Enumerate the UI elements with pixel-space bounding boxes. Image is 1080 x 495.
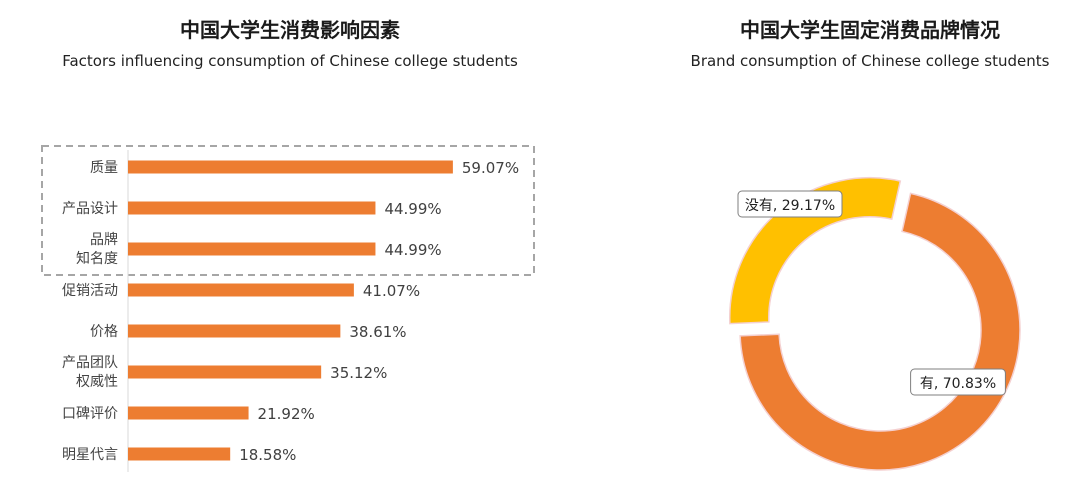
data-label-box bbox=[910, 368, 1006, 396]
bar-chart-panel: 中国大学生消费影响因素 Factors influencing consumpt… bbox=[41, 18, 535, 472]
value-label: 44.99% bbox=[384, 241, 441, 259]
bar bbox=[128, 447, 231, 461]
category-label: 促销活动 bbox=[62, 283, 118, 299]
bar bbox=[128, 201, 376, 215]
bar bbox=[128, 160, 453, 174]
value-label: 18.58% bbox=[239, 446, 296, 464]
value-label: 59.07% bbox=[462, 159, 519, 177]
category-label: 品牌知名度 bbox=[76, 231, 118, 267]
slice-you bbox=[739, 192, 1021, 471]
data-label-box bbox=[737, 190, 843, 218]
category-label: 价格 bbox=[90, 324, 118, 340]
category-label: 口碑评价 bbox=[62, 406, 118, 422]
bar bbox=[128, 324, 341, 338]
category-label: 质量 bbox=[90, 160, 118, 176]
value-label: 35.12% bbox=[330, 364, 387, 382]
donut-chart: 有, 70.83% 没有, 29.17% bbox=[729, 176, 1021, 471]
data-label: 有, 70.83% bbox=[920, 376, 996, 392]
value-label: 21.92% bbox=[258, 405, 315, 423]
bar-chart-title: 中国大学生消费影响因素 bbox=[180, 18, 400, 42]
bar bbox=[128, 283, 354, 297]
value-label: 41.07% bbox=[363, 282, 420, 300]
donut-chart-subtitle: Brand consumption of Chinese college stu… bbox=[690, 52, 1050, 70]
bar bbox=[128, 406, 249, 420]
bar-chart: 质量 59.07% 产品设计 44.99% 品牌知名度 44.99% 促销活动 41.07% 价… bbox=[41, 145, 535, 472]
donut-chart-title: 中国大学生固定消费品牌情况 bbox=[740, 18, 1000, 42]
bar bbox=[128, 365, 322, 379]
slice-meiyou bbox=[729, 176, 902, 325]
category-label: 明星代言 bbox=[62, 447, 118, 463]
category-label: 产品团队权威性 bbox=[62, 355, 118, 390]
category-label: 产品设计 bbox=[62, 201, 118, 217]
data-label: 没有, 29.17% bbox=[745, 198, 835, 214]
value-label: 38.61% bbox=[349, 323, 406, 341]
donut-chart-panel: 中国大学生固定消费品牌情况 Brand consumption of Chine… bbox=[660, 0, 1080, 495]
bar-chart-subtitle: Factors influencing consumption of Chine… bbox=[62, 52, 518, 70]
highlight-box bbox=[41, 145, 535, 276]
value-label: 44.99% bbox=[384, 200, 441, 218]
bar bbox=[128, 242, 376, 256]
